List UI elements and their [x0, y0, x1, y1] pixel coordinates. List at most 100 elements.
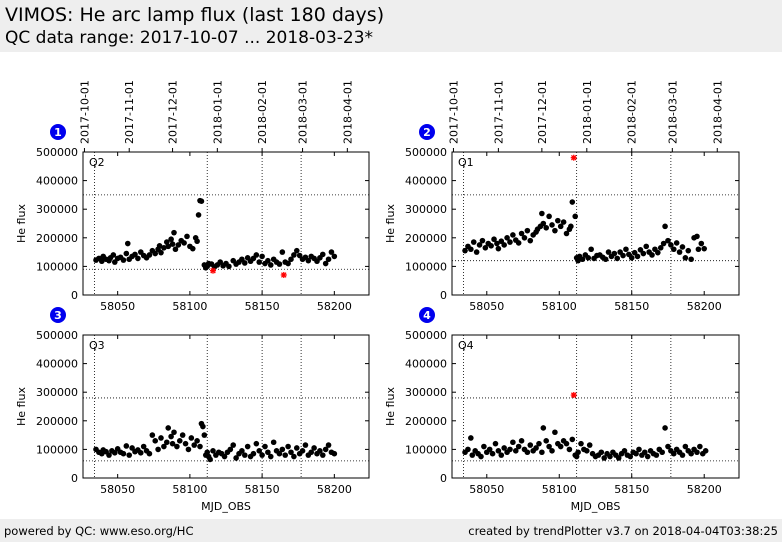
panel-badge-number: 1	[54, 126, 62, 139]
data-point	[476, 242, 483, 248]
panel-badge-circle	[419, 307, 435, 323]
data-point	[479, 237, 486, 244]
data-point	[262, 443, 268, 450]
date-tick-label: 2018-02-01	[626, 80, 639, 144]
data-point	[198, 198, 205, 204]
panel-4	[419, 307, 740, 479]
data-point	[679, 244, 686, 250]
data-point	[688, 450, 694, 457]
data-point	[256, 448, 263, 454]
x-tick-label: 58150	[614, 483, 649, 496]
data-point	[697, 443, 703, 450]
data-point	[168, 236, 174, 243]
data-point	[524, 227, 531, 234]
y-tick-label: 400000	[36, 175, 78, 188]
data-point	[507, 239, 513, 245]
panel-badge-circle	[50, 307, 66, 323]
data-point	[325, 442, 332, 448]
data-point	[267, 262, 274, 268]
x-tick-label: 58050	[100, 300, 135, 313]
date-tick-label: 2018-01-01	[211, 80, 224, 144]
data-point	[539, 210, 545, 217]
data-point	[239, 448, 245, 454]
data-point	[643, 243, 650, 250]
data-point	[146, 450, 153, 457]
y-tick-label: 200000	[36, 232, 78, 245]
data-point	[319, 452, 326, 458]
data-point	[657, 245, 664, 251]
data-point	[120, 257, 127, 263]
data-point	[573, 453, 580, 460]
x-tick-label: 58200	[317, 483, 352, 496]
data-point	[546, 443, 552, 450]
data-point	[469, 452, 476, 458]
data-point	[302, 442, 309, 448]
data-point	[644, 453, 651, 460]
data-point	[482, 245, 489, 251]
data-point	[322, 260, 329, 267]
data-point	[510, 439, 516, 446]
x-tick-label: 58100	[542, 483, 577, 496]
data-point	[491, 236, 497, 243]
data-point	[515, 240, 522, 246]
data-point	[308, 449, 315, 456]
data-point	[270, 439, 277, 446]
data-point	[543, 438, 550, 444]
data-point	[259, 253, 265, 260]
x-tick-label: 58200	[687, 483, 722, 496]
date-tick-label: 2018-04-01	[711, 80, 724, 144]
data-point	[620, 252, 626, 259]
y-axis-label: He flux	[15, 387, 28, 426]
y-tick-label: 100000	[36, 443, 78, 456]
quadrant-label: Q3	[89, 339, 105, 352]
data-point	[694, 449, 700, 456]
data-point	[244, 443, 251, 450]
data-point	[126, 452, 133, 458]
data-point	[161, 443, 167, 450]
data-point	[614, 255, 621, 262]
data-point	[317, 448, 323, 454]
data-point	[165, 243, 172, 250]
data-point	[282, 452, 289, 458]
data-point	[253, 252, 260, 258]
page-subtitle: QC data range: 2017-10-07 ... 2018-03-23…	[5, 28, 374, 48]
y-tick-label: 500000	[36, 329, 78, 342]
data-point	[549, 448, 555, 454]
data-point	[325, 256, 332, 263]
y-tick-label: 100000	[405, 443, 447, 456]
data-point	[175, 242, 182, 248]
data-point	[685, 247, 692, 254]
outlier-stroke	[281, 272, 287, 278]
quadrant-label: Q4	[458, 339, 474, 352]
data-point	[641, 449, 648, 456]
data-point	[524, 449, 531, 456]
data-point	[311, 445, 317, 451]
data-point	[549, 222, 555, 228]
data-point	[285, 443, 291, 450]
data-point	[226, 263, 232, 270]
data-point	[200, 423, 206, 430]
data-point	[233, 455, 239, 461]
data-point	[702, 448, 709, 454]
data-point	[171, 429, 177, 436]
data-point	[621, 448, 628, 454]
quadrant-label: Q2	[89, 156, 105, 169]
data-point	[495, 448, 502, 454]
data-point	[649, 252, 655, 258]
data-point	[555, 217, 561, 224]
data-point	[512, 448, 519, 454]
data-point	[518, 230, 525, 237]
data-point	[163, 239, 170, 245]
panel-badge-number: 4	[423, 309, 431, 322]
data-point	[507, 446, 513, 453]
page-title: VIMOS: He arc lamp flux (last 180 days)	[5, 4, 385, 26]
x-tick-label: 58150	[245, 483, 280, 496]
data-point	[694, 233, 700, 240]
data-point	[682, 443, 689, 450]
data-point	[195, 212, 202, 218]
data-point	[473, 249, 480, 255]
date-tick-label: 2017-11-01	[492, 80, 505, 144]
data-point	[552, 429, 558, 436]
data-point	[510, 232, 516, 238]
data-point	[207, 456, 213, 463]
